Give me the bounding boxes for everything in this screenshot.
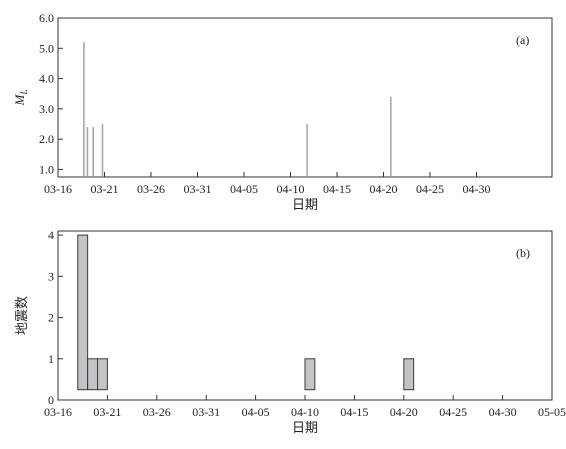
y-tick-label: 3 [48,269,54,283]
count-bar [97,358,108,391]
panel-b-label: (b) [516,246,530,260]
panel-a-magnitude: 03-16 03-21 03-26 03-31 04-05 04-10 04-15 04-20… [12,11,553,212]
y-tick-label: 5.0 [39,41,54,55]
y-tick-label: 4.0 [39,72,54,86]
x-tick-label: 04-20 [370,182,398,196]
panel-b-bars [77,234,415,391]
y-tick-label: 1 [48,352,54,366]
x-tick-label: 03-31 [192,405,220,419]
x-tick-label: 04-05 [230,182,258,196]
x-tick-label: 04-30 [463,182,491,196]
x-tick-label: 04-15 [323,182,351,196]
y-axis-title-main: M [12,94,27,107]
x-tick-label: 03-21 [93,405,121,419]
panel-b-counts: 03-16 03-21 03-26 03-31 04-05 04-10 04-15 04-20… [14,228,566,435]
x-tick-label: 04-25 [439,405,467,419]
panel-b-y-ticks: 0 1 2 3 4 [48,228,63,407]
y-tick-label: 3.0 [39,102,54,116]
panel-a-x-ticks: 03-16 03-21 03-26 03-31 04-05 04-10 04-15 04-20… [44,172,491,196]
x-tick-label: 04-10 [291,405,319,419]
y-tick-label: 2 [48,311,54,325]
panel-b-x-ticks: 03-16 03-21 03-26 03-31 04-05 04-10 04-15 04-20… [44,395,566,419]
y-axis-title-subscript: L [19,90,29,96]
panel-a-x-axis-title: 日期 [292,197,318,212]
panel-a-label: (a) [516,33,529,47]
x-tick-label: 03-16 [44,182,72,196]
x-tick-label: 04-10 [277,182,305,196]
x-tick-label: 04-30 [489,405,517,419]
panel-a-y-ticks: 1.0 2.0 3.0 4.0 5.0 6.0 [39,11,63,176]
count-bar [403,358,415,391]
y-tick-label: 6.0 [39,11,54,25]
x-tick-label: 03-26 [143,405,171,419]
count-bar [77,234,89,391]
count-bar [87,358,99,391]
x-tick-label: 04-05 [242,405,270,419]
x-tick-label: 03-26 [137,182,165,196]
y-tick-label: 0 [48,393,54,407]
panel-b-y-axis-title: 地震数 [14,296,29,335]
panel-a-plot-frame [57,17,553,178]
x-tick-label: 03-31 [184,182,212,196]
x-tick-label: 05-05 [538,405,566,419]
x-tick-label: 04-15 [340,405,368,419]
x-tick-label: 03-21 [91,182,119,196]
panel-a-y-axis-title: ML [12,90,29,107]
x-tick-label: 04-20 [390,405,418,419]
x-tick-label: 03-16 [44,405,72,419]
panel-a-stems [83,42,392,176]
y-tick-label: 2.0 [39,132,54,146]
panel-b-x-axis-title: 日期 [292,420,318,435]
count-bar [304,358,316,391]
y-tick-label: 1.0 [39,162,54,176]
x-tick-label: 04-25 [416,182,444,196]
y-tick-label: 4 [48,228,54,242]
